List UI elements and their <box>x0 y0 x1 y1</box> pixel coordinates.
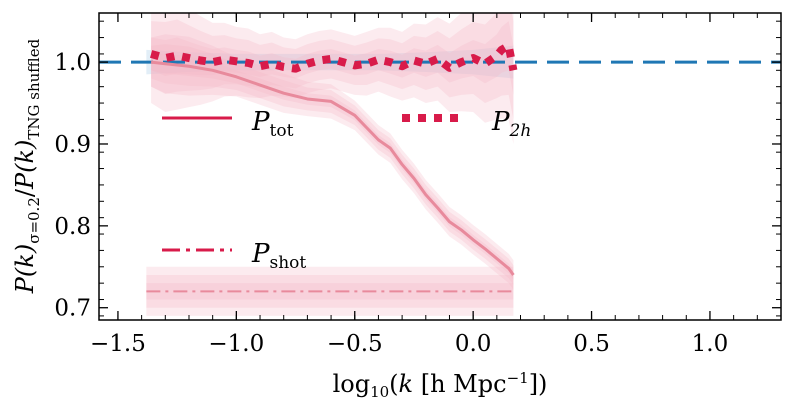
uncertainty-bands <box>146 13 514 316</box>
band-p-tot-1 <box>151 53 514 280</box>
y-tick-label: 0.9 <box>54 132 91 158</box>
x-axis-title: log10(k [h Mpc−1]) <box>333 369 548 401</box>
series-line-p-2h <box>149 41 518 73</box>
x-tick-label: 0.0 <box>455 331 492 357</box>
legend-label-p-shot: Pshot <box>251 239 306 273</box>
y-tick-label: 0.8 <box>54 214 91 240</box>
band-p-2h-3 <box>151 13 514 144</box>
x-tick-label: −0.5 <box>327 331 383 357</box>
plot-frame <box>98 12 782 321</box>
y-tick-label: 0.7 <box>54 296 91 322</box>
x-tick-label: −1.5 <box>90 331 146 357</box>
series-line-p-tot <box>150 60 515 276</box>
legend-label-p-tot: Ptot <box>251 107 294 141</box>
legend-label-p-2h: P2h <box>491 107 531 141</box>
axis-tick-labels: −1.5 −1.0 −0.5 0.0 0.5 1.0 0.7 0.8 0.9 1.0 <box>54 50 728 357</box>
x-tick-label: 1.0 <box>692 331 729 357</box>
legend: Ptot P2h Pshot <box>162 107 531 273</box>
y-axis-title: P(k)σ=0.2/P(k)TNG shuffled <box>11 38 43 294</box>
series-lines <box>146 41 518 293</box>
band-p-2h-2 <box>151 13 514 120</box>
band-p-tot-2 <box>151 44 514 285</box>
x-tick-label: 0.5 <box>573 331 610 357</box>
x-tick-label: −1.0 <box>208 331 264 357</box>
band-p-2h-1 <box>151 21 514 95</box>
y-tick-label: 1.0 <box>54 50 91 76</box>
axis-ticks <box>99 13 781 320</box>
band-p-tot-3 <box>151 34 514 290</box>
